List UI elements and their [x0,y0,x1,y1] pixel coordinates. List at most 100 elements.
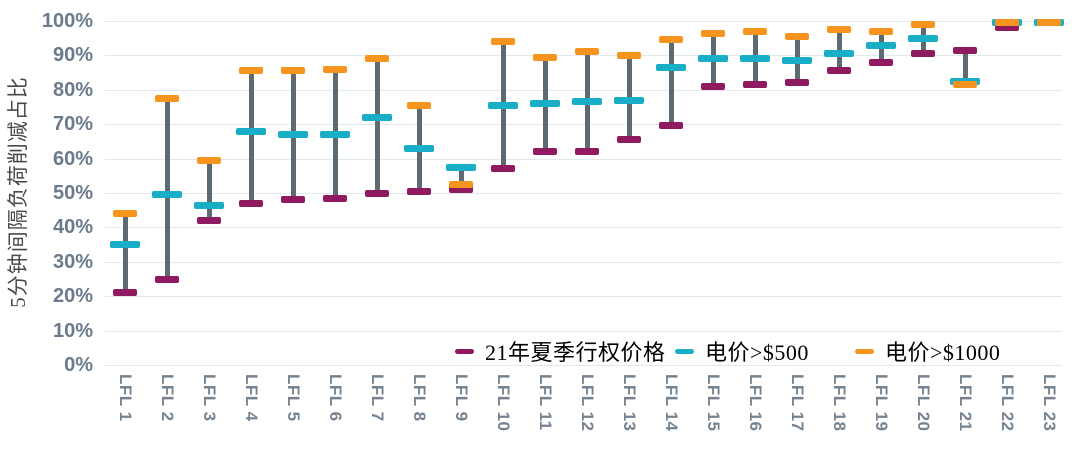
marker-price-gt-1000 [239,67,263,75]
marker-strike-price [785,79,809,87]
marker-price-gt-500 [908,34,938,42]
marker-price-gt-1000 [365,55,389,63]
x-tick-label: LFL 17 [788,374,807,432]
marker-price-gt-500 [278,131,308,139]
marker-price-gt-500 [194,201,224,209]
range-connector [458,167,464,190]
x-tick-label: LFL 4 [242,374,261,422]
x-tick-label: LFL 9 [452,374,471,422]
x-tick-label: LFL 20 [914,374,933,432]
marker-strike-price [449,186,473,194]
x-tick-label: LFL 12 [578,374,597,432]
range-connector [962,50,968,85]
marker-strike-price [953,46,977,54]
y-tick-label: 10% [52,319,93,342]
gridline [105,158,1062,160]
marker-strike-price [239,199,263,207]
y-tick-label: 40% [52,216,93,239]
marker-strike-price [323,194,347,202]
marker-price-gt-1000 [911,20,935,28]
marker-strike-price [911,50,935,58]
gridline [105,55,1062,57]
gridline [105,261,1062,263]
x-tick-label: LFL 15 [704,374,723,432]
marker-price-gt-1000 [1037,19,1061,27]
legend-dash-icon [455,348,474,354]
legend-label: 21年夏季行权价格 [485,340,666,365]
marker-price-gt-1000 [533,53,557,61]
range-connector [164,98,170,279]
marker-strike-price [155,275,179,283]
marker-price-gt-500 [320,131,350,139]
x-tick-label: LFL 16 [746,374,765,432]
marker-price-gt-1000 [869,27,893,35]
gridline [105,193,1062,194]
gridline [105,227,1062,229]
x-tick-label: LFL 23 [1040,374,1059,432]
legend-item: 21年夏季行权价格 [455,336,666,366]
marker-price-gt-500 [656,63,686,71]
gridline [105,124,1062,126]
marker-price-gt-500 [530,100,560,108]
legend: 21年夏季行权价格 电价>$500 电价>$1000 [0,336,1080,366]
gridline [105,330,1062,332]
range-connector [374,58,380,193]
marker-price-gt-1000 [449,180,473,188]
legend-label: 电价>$500 [705,340,809,365]
marker-price-gt-500 [488,101,518,109]
x-tick-label: LFL 21 [956,374,975,432]
marker-price-gt-1000 [407,101,431,109]
x-tick-label: LFL 10 [494,374,513,432]
x-tick-label: LFL 8 [410,374,429,422]
range-connector [206,160,212,221]
marker-strike-price [533,148,557,156]
marker-price-gt-500 [446,163,476,171]
marker-price-gt-1000 [113,210,137,218]
legend-dash-icon [675,348,694,354]
marker-price-gt-1000 [659,36,683,44]
marker-price-gt-1000 [953,81,977,89]
marker-price-gt-1000 [617,51,641,59]
y-tick-label: 80% [52,78,93,101]
marker-strike-price [869,58,893,66]
x-tick-label: LFL 1 [116,374,135,422]
marker-price-gt-1000 [701,29,725,37]
range-connector [668,39,674,126]
marker-price-gt-1000 [827,26,851,34]
marker-price-gt-1000 [281,67,305,75]
marker-price-gt-500 [572,98,602,106]
x-tick-label: LFL 3 [200,374,219,422]
marker-price-gt-500 [740,55,770,63]
marker-price-gt-1000 [785,32,809,40]
legend-dash-icon [855,348,874,354]
marker-price-gt-1000 [995,19,1019,27]
gridline [105,365,1062,366]
marker-price-gt-500 [152,191,182,199]
y-tick-label: 70% [52,113,93,136]
marker-price-gt-1000 [491,38,515,46]
marker-strike-price [617,136,641,144]
marker-strike-price [365,189,389,197]
x-tick-label: LFL 2 [158,374,177,422]
x-tick-label: LFL 14 [662,374,681,432]
x-tick-label: LFL 5 [284,374,303,422]
marker-price-gt-500 [866,41,896,49]
marker-price-gt-500 [236,127,266,135]
marker-price-gt-1000 [743,27,767,35]
marker-price-gt-1000 [575,48,599,56]
x-tick-label: LFL 19 [872,374,891,432]
x-tick-label: LFL 18 [830,374,849,432]
marker-price-gt-500 [782,57,812,65]
marker-price-gt-500 [698,55,728,63]
marker-price-gt-500 [404,144,434,152]
marker-strike-price [281,196,305,204]
marker-strike-price [575,148,599,156]
y-tick-label: 0% [64,354,93,376]
marker-strike-price [659,122,683,130]
marker-strike-price [995,24,1019,32]
marker-price-gt-500 [362,113,392,121]
x-tick-label: LFL 22 [998,374,1017,432]
x-tick-label: LFL 11 [536,374,555,431]
